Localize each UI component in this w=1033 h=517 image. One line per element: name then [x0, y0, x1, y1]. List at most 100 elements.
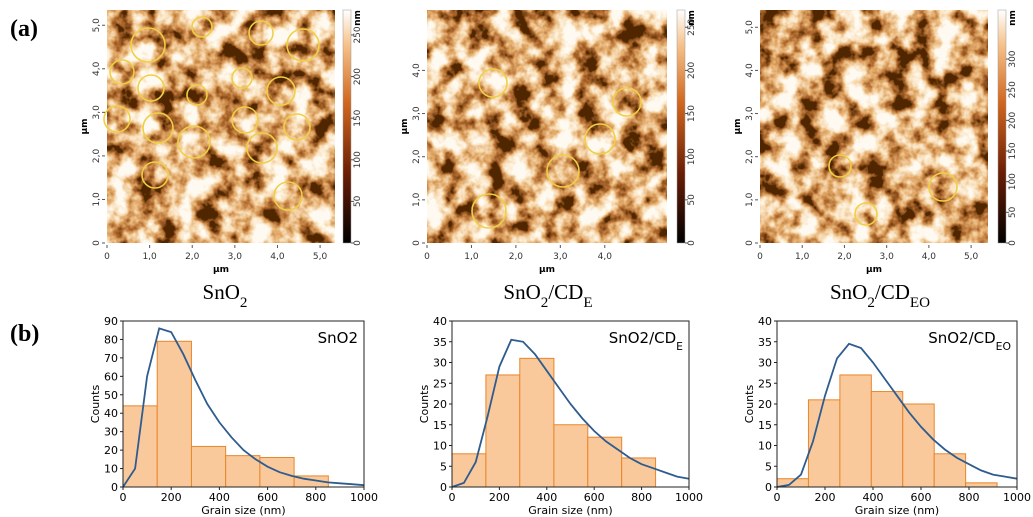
- y-axis-label: Counts: [743, 385, 756, 424]
- y-tick-label: 3,0: [92, 105, 102, 120]
- bar: [519, 357, 555, 488]
- y-tick-label: 90: [104, 315, 118, 328]
- grain-highlight: [546, 154, 580, 188]
- plot-frame: [122, 320, 365, 488]
- y-tick-label: 4,0: [92, 61, 102, 76]
- bar: [225, 455, 261, 488]
- x-tick-label: 1000: [675, 491, 703, 504]
- colorbar: [342, 9, 352, 244]
- x-tick-label: 400: [536, 491, 557, 504]
- x-axis-label: µm: [866, 265, 882, 275]
- legend-label-part: SnO2/CD: [928, 329, 995, 347]
- x-tick-label: 4,0: [922, 252, 937, 262]
- x-tick-label: 1,0: [464, 252, 479, 262]
- x-tick-label: 1,0: [795, 252, 810, 262]
- x-tick-label: 800: [631, 491, 652, 504]
- bar: [485, 374, 521, 488]
- y-tick-label: 3,0: [412, 106, 422, 121]
- x-tick-label: 2,0: [185, 252, 200, 262]
- x-tick-label: 600: [911, 491, 932, 504]
- colorbar-unit: nm: [353, 10, 363, 26]
- colorbar-tick-label: 0: [353, 240, 363, 246]
- legend-label: SnO2/CDEO: [928, 329, 1011, 353]
- fit-curve: [776, 342, 1018, 488]
- legend-label: SnO2/CDE: [609, 329, 683, 353]
- x-tick-label: 0: [104, 252, 110, 262]
- colorbar-unit: nm: [687, 10, 697, 26]
- afm-image: [760, 10, 988, 243]
- colorbar-tick-label: 50: [1008, 206, 1018, 218]
- y-tick-label: 2,0: [412, 149, 422, 164]
- panel-label: (b): [10, 321, 39, 347]
- x-tick-label: 600: [257, 491, 278, 504]
- colorbar: [676, 9, 686, 244]
- colorbar-tick-label: 0: [687, 240, 697, 246]
- x-tick-label: 200: [161, 491, 182, 504]
- x-tick-label: 800: [305, 491, 326, 504]
- colorbar-tick-label: 200: [353, 68, 363, 85]
- grain-highlight: [854, 202, 878, 226]
- x-tick-label: 5,0: [964, 252, 979, 262]
- y-tick-label: 0: [92, 240, 102, 246]
- colorbar-tick-label: 50: [687, 194, 697, 206]
- x-axis-label: µm: [213, 265, 229, 275]
- y-tick-label: 40: [758, 315, 772, 328]
- grain-highlight: [286, 28, 320, 62]
- caption-part: SnO: [203, 280, 240, 304]
- grain-highlight: [141, 161, 169, 189]
- x-tick-label: 3,0: [880, 252, 895, 262]
- x-tick-label: 200: [815, 491, 836, 504]
- bar: [965, 482, 998, 488]
- bar: [587, 436, 623, 488]
- fit-curve: [451, 338, 690, 488]
- caption-part: 2: [541, 295, 549, 311]
- grain-highlight: [584, 123, 616, 155]
- y-tick-label: 0: [745, 240, 755, 246]
- x-tick-label: 400: [863, 491, 884, 504]
- x-tick-label: 4,0: [270, 252, 285, 262]
- y-tick-label: 5,0: [92, 18, 102, 33]
- y-tick-label: 40: [104, 407, 118, 420]
- grain-highlight: [478, 68, 508, 98]
- caption-part: SnO: [830, 280, 867, 304]
- x-axis-label: Grain size (nm): [855, 504, 939, 517]
- y-axis-label: µm: [400, 118, 410, 134]
- grain-highlight: [191, 16, 213, 38]
- colorbar-tick-label: 300: [1008, 50, 1018, 67]
- colorbar-tick-label: 100: [1008, 173, 1018, 190]
- y-tick-label: 1,0: [745, 192, 755, 207]
- x-tick-label: 0: [424, 252, 430, 262]
- y-tick-label: 4,0: [745, 63, 755, 78]
- colorbar-tick-label: 150: [1008, 142, 1018, 159]
- bar: [839, 374, 872, 488]
- caption-part: EO: [910, 295, 930, 311]
- y-tick-label: 20: [104, 444, 118, 457]
- grain-highlight: [471, 193, 507, 229]
- x-tick-label: 1000: [350, 491, 378, 504]
- caption-part: 2: [240, 295, 248, 311]
- grain-highlight: [928, 172, 958, 202]
- x-tick-label: 800: [959, 491, 980, 504]
- y-tick-label: 20: [758, 398, 772, 411]
- y-axis-label: Counts: [89, 385, 102, 424]
- legend-label-part: SnO2/CD: [609, 329, 676, 347]
- grain-highlight: [283, 113, 311, 141]
- x-tick-label: 200: [489, 491, 510, 504]
- x-axis-label: Grain size (nm): [201, 504, 285, 517]
- x-tick-label: 5,0: [313, 252, 328, 262]
- grain-highlight: [137, 74, 165, 102]
- y-tick-label: 3,0: [745, 106, 755, 121]
- colorbar-tick-label: 50: [353, 195, 363, 207]
- grain-highlight: [177, 125, 211, 159]
- grain-highlight: [142, 112, 174, 144]
- colorbar-tick-label: 0: [1008, 240, 1018, 246]
- grain-highlight: [130, 27, 166, 63]
- legend-label-part: SnO2: [318, 329, 358, 347]
- y-tick-label: 20: [433, 398, 447, 411]
- y-tick-label: 0: [440, 481, 447, 494]
- legend-label: SnO2: [318, 329, 358, 347]
- caption: SnO2/CDE: [503, 280, 592, 311]
- y-tick-label: 15: [758, 419, 772, 432]
- x-tick-label: 1,0: [142, 252, 157, 262]
